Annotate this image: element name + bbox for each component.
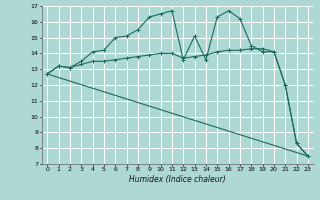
X-axis label: Humidex (Indice chaleur): Humidex (Indice chaleur) [129,175,226,184]
